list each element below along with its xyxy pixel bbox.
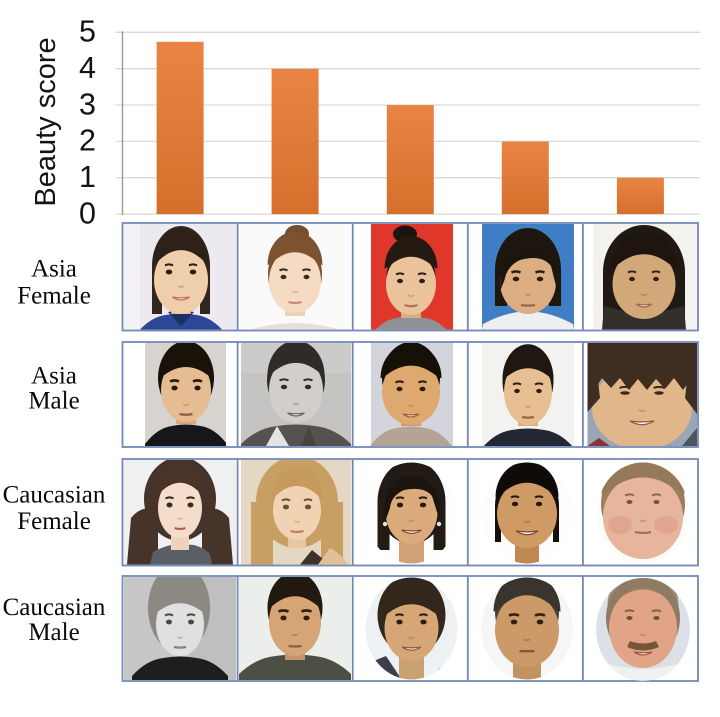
svg-text:Beauty score: Beauty score [30, 37, 62, 206]
svg-text:Asia: Asia [31, 255, 77, 282]
svg-text:4: 4 [79, 51, 96, 85]
svg-text:3: 3 [79, 87, 96, 121]
svg-text:Caucasian: Caucasian [3, 482, 106, 509]
svg-text:0: 0 [79, 196, 96, 230]
svg-text:Female: Female [17, 508, 91, 535]
svg-text:Caucasian: Caucasian [3, 594, 106, 621]
svg-text:2: 2 [79, 124, 96, 158]
svg-text:Female: Female [17, 282, 91, 309]
svg-text:5: 5 [79, 15, 96, 49]
svg-text:1: 1 [79, 160, 96, 194]
svg-text:Asia: Asia [31, 362, 77, 389]
svg-text:Male: Male [28, 388, 79, 415]
svg-text:Male: Male [28, 619, 79, 646]
